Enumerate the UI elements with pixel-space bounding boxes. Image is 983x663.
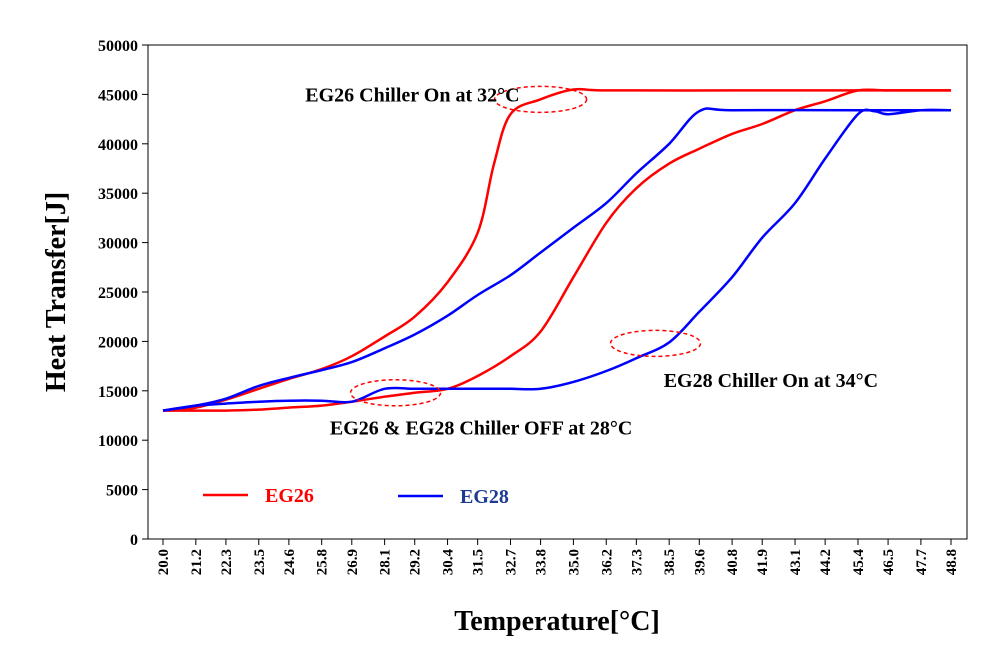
- x-tick-label: 22.3: [219, 549, 235, 575]
- x-tick-label: 46.5: [881, 549, 897, 575]
- y-tick-label: 20000: [98, 334, 138, 351]
- y-tick-label: 10000: [98, 433, 138, 450]
- x-tick-label: 40.8: [725, 549, 741, 575]
- y-tick-label: 35000: [98, 186, 138, 203]
- series-eg26-heating-line: [162, 87, 951, 412]
- x-tick-label: 28.1: [378, 549, 394, 575]
- series-eg28-cooling-line: [162, 108, 952, 412]
- x-tick-label: 43.1: [788, 549, 804, 575]
- x-tick-label: 25.8: [315, 549, 331, 575]
- x-tick-label: 26.9: [345, 549, 361, 575]
- plot-area: [147, 44, 968, 540]
- legend-label-eg26: EG26: [265, 485, 314, 507]
- annotation-label: EG26 Chiller On at 32°C: [305, 84, 519, 106]
- x-tick-label: 20.0: [156, 549, 172, 575]
- y-tick-label: 50000: [98, 38, 138, 55]
- x-axis-ticks: 20.0 21.2 22.3 23.5 24.6 25.8 26.9 28.1 29.2 30.4…: [156, 539, 960, 575]
- x-tick-label: 45.4: [851, 549, 867, 576]
- y-tick-label: 0: [130, 532, 138, 549]
- annotation-label: EG26 & EG28 Chiller OFF at 28°C: [330, 417, 632, 439]
- y-tick-label: 25000: [98, 285, 138, 302]
- x-tick-label: 29.2: [408, 549, 424, 575]
- y-tick-label: 30000: [98, 236, 138, 253]
- y-tick-label: 45000: [98, 87, 138, 104]
- x-tick-label: 48.8: [944, 549, 960, 575]
- y-tick-label: 15000: [98, 384, 138, 401]
- annotation-highlight-ellipse: [349, 379, 442, 407]
- x-tick-label: 37.3: [629, 549, 645, 575]
- x-tick-label: 32.7: [503, 549, 519, 576]
- annotation-highlight-ellipse: [609, 329, 702, 358]
- x-tick-label: 44.2: [818, 549, 834, 575]
- y-axis-ticks: 0 5000 10000 15000 20000 25000 30000 35000 40000…: [98, 38, 148, 549]
- x-tick-label: 38.5: [662, 549, 678, 575]
- legend: EG26 EG28: [203, 485, 509, 508]
- x-tick-label: 36.2: [599, 549, 615, 575]
- y-tick-label: 5000: [106, 483, 138, 500]
- annotation-label: EG28 Chiller On at 34°C: [664, 370, 878, 392]
- series-layer: [162, 87, 952, 412]
- x-tick-label: 35.0: [566, 549, 582, 575]
- x-axis-title: Temperature[°C]: [454, 606, 660, 637]
- x-tick-label: 31.5: [471, 549, 487, 575]
- x-tick-label: 33.8: [534, 549, 550, 575]
- x-tick-label: 47.7: [914, 549, 930, 576]
- annotation-highlight-ellipse: [493, 85, 588, 114]
- x-tick-label: 21.2: [189, 549, 205, 575]
- annotation-layer: EG26 Chiller On at 32°C EG28 Chiller On a…: [305, 84, 878, 439]
- y-tick-label: 40000: [98, 137, 138, 154]
- series-eg28-heating-line: [162, 107, 951, 412]
- y-axis-title: Heat Transfer[J]: [41, 192, 72, 392]
- x-tick-label: 39.6: [692, 549, 708, 576]
- x-tick-label: 30.4: [441, 549, 457, 576]
- x-tick-label: 23.5: [252, 549, 268, 575]
- x-tick-label: 41.9: [755, 549, 771, 575]
- legend-label-eg28: EG28: [460, 486, 509, 508]
- x-tick-label: 24.6: [282, 549, 298, 576]
